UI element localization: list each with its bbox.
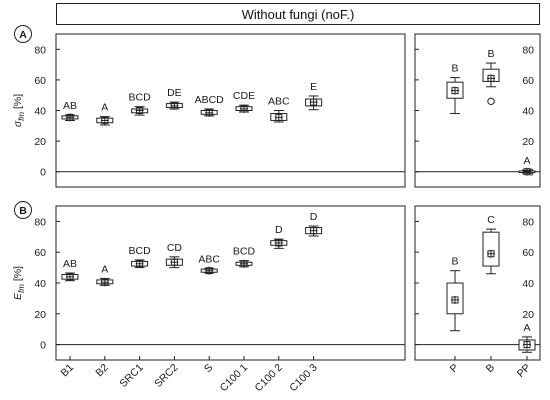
y-tick-label-main: 40 (34, 278, 46, 290)
box-b2: A (96, 102, 114, 126)
group-letter-label: C (487, 214, 495, 226)
panel-letter-circle (14, 25, 32, 43)
y-tick-label-side: 20 (522, 309, 534, 321)
box-pp: A (518, 322, 536, 353)
y-axis-label-symbol: σ (12, 120, 24, 127)
box-src1: BCD (129, 92, 152, 116)
box-b: C (482, 214, 500, 275)
panel-letter: A (19, 29, 27, 41)
x-tick-label: SRC1 (117, 362, 145, 390)
group-letter-label: BCD (129, 245, 152, 257)
box-c100-2: D (270, 224, 288, 249)
group-letter-label: B (451, 256, 458, 268)
box-iqr (482, 231, 500, 267)
box-b: B (482, 48, 500, 106)
y-axis-label-unit: [%] (12, 266, 24, 284)
y-tick-label-main: 0 (40, 340, 46, 352)
group-letter-label: AB (63, 100, 77, 112)
y-tick-label-side: 80 (522, 216, 534, 228)
y-axis-label: σfm [%] (12, 94, 26, 127)
box-src2: DE (165, 87, 183, 110)
y-tick-label-main: 20 (34, 309, 46, 321)
group-letter-label: B (487, 48, 494, 60)
group-letter-label: A (101, 263, 108, 275)
y-tick-label-main: 20 (34, 136, 46, 148)
y-tick-label-main: 80 (34, 44, 46, 56)
box-c100-3: D (305, 211, 323, 237)
box-s: ABC (198, 253, 220, 275)
outlier-point (487, 97, 495, 106)
x-tick-label: S (202, 362, 215, 375)
x-tick-label: C100 2 (252, 362, 285, 395)
y-tick-label-main: 60 (34, 75, 46, 87)
group-letter-label: ABCD (195, 94, 225, 106)
y-axis-label-subscript: fm (17, 112, 26, 121)
figure-title: Without fungi (noF.) (241, 7, 355, 22)
y-tick-label-side: 60 (522, 75, 534, 87)
plot-area-side (414, 33, 541, 188)
group-letter-label: ABC (268, 96, 290, 108)
panel-letter: B (19, 205, 27, 217)
box-b1: AB (61, 100, 79, 122)
box-c100-3: E (305, 81, 323, 111)
x-tick-label: B2 (93, 362, 111, 380)
box-b2: A (96, 263, 114, 287)
box-p: B (446, 256, 464, 332)
y-axis-label-subscript: fm (17, 284, 26, 293)
x-tick-label: C100 1 (218, 362, 251, 395)
box-p: B (446, 63, 464, 115)
group-letter-label: E (310, 81, 317, 93)
group-letter-label: CDE (233, 90, 255, 102)
box-c100-2: ABC (268, 96, 290, 123)
y-tick-label-main: 80 (34, 216, 46, 228)
x-tick-label: P (448, 362, 461, 375)
group-letter-label: AB (63, 258, 77, 270)
group-letter-label: D (310, 211, 318, 223)
x-tick-label: SRC2 (152, 362, 180, 390)
box-pp: A (518, 155, 536, 176)
y-axis-label: Efm [%] (12, 266, 26, 300)
y-tick-label-main: 0 (40, 167, 46, 179)
group-letter-label: A (523, 155, 530, 167)
plot-area-main (55, 33, 406, 188)
box-c100-1: CDE (233, 90, 255, 113)
box-b1: AB (61, 258, 79, 282)
y-tick-label-side: 40 (522, 106, 534, 118)
box-s: ABCD (195, 94, 225, 117)
y-axis-label-symbol: E (12, 292, 24, 300)
y-axis-label-unit: [%] (12, 94, 24, 112)
x-tick-label: B (484, 362, 497, 375)
figure-title-box: Without fungi (noF.) (56, 3, 540, 25)
group-letter-label: A (101, 102, 108, 114)
group-letter-label: DE (167, 87, 182, 99)
box-src1: BCD (129, 245, 152, 269)
group-letter-label: ABC (198, 253, 220, 265)
x-tick-label: B1 (59, 362, 77, 380)
y-tick-label-side: 60 (522, 247, 534, 259)
y-tick-label-side: 80 (522, 44, 534, 56)
box-c100-1: BCD (233, 246, 256, 268)
panel-letter-circle (14, 201, 32, 219)
group-letter-label: BCD (129, 92, 152, 104)
y-tick-label-side: 20 (522, 136, 534, 148)
group-letter-label: B (451, 63, 458, 75)
group-letter-label: D (275, 224, 283, 236)
x-tick-label: C100 3 (287, 362, 320, 395)
y-tick-label-main: 60 (34, 247, 46, 259)
group-letter-label: BCD (233, 246, 256, 258)
x-tick-label: PP (515, 362, 533, 380)
y-tick-label-main: 40 (34, 106, 46, 118)
plot-area-side (414, 205, 541, 361)
group-letter-label: A (523, 322, 530, 334)
y-tick-label-side: 40 (522, 278, 534, 290)
box-src2: CD (165, 242, 183, 269)
group-letter-label: CD (167, 242, 183, 254)
